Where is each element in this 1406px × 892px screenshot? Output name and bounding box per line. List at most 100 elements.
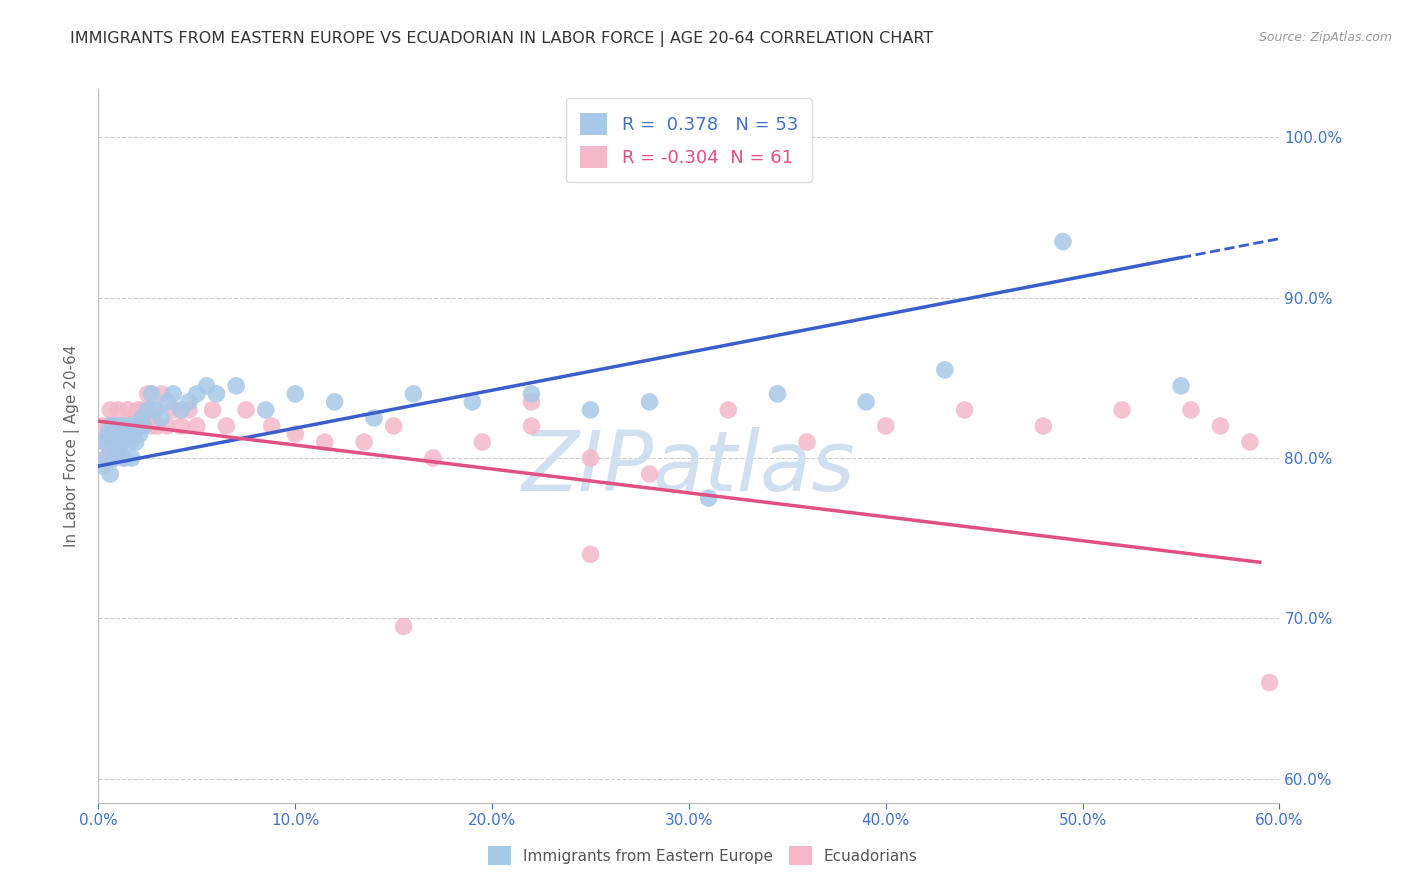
Point [717, 403, 740, 417]
Point [101, 435, 124, 450]
Point [162, 403, 184, 417]
Legend: R =  0.378   N = 53, R = -0.304  N = 61: R = 0.378 N = 53, R = -0.304 N = 61 [565, 98, 813, 182]
Point [766, 387, 789, 401]
Point [103, 450, 125, 465]
Point [132, 411, 155, 425]
Point [195, 379, 218, 393]
Point [353, 435, 375, 450]
Point [855, 395, 877, 409]
Point [156, 419, 179, 434]
Legend: Immigrants from Eastern Europe, Ecuadorians: Immigrants from Eastern Europe, Ecuadori… [482, 840, 924, 871]
Text: Source: ZipAtlas.com: Source: ZipAtlas.com [1258, 31, 1392, 45]
Point [796, 435, 818, 450]
Point [125, 419, 148, 434]
Point [579, 547, 602, 561]
Point [122, 427, 145, 442]
Point [96, 450, 118, 465]
Point [579, 450, 602, 465]
Point [117, 419, 139, 434]
Point [461, 395, 484, 409]
Point [1180, 403, 1202, 417]
Point [118, 419, 141, 434]
Point [225, 379, 247, 393]
Point [111, 419, 134, 434]
Point [471, 435, 494, 450]
Point [128, 427, 150, 442]
Point [422, 450, 444, 465]
Point [215, 419, 238, 434]
Point [107, 419, 129, 434]
Point [934, 363, 956, 377]
Point [638, 395, 661, 409]
Point [96, 450, 118, 465]
Point [150, 387, 173, 401]
Point [392, 619, 415, 633]
Point [125, 435, 148, 450]
Point [363, 411, 385, 425]
Point [150, 411, 173, 425]
Point [205, 387, 228, 401]
Point [108, 419, 131, 434]
Point [105, 427, 128, 442]
Point [98, 467, 121, 481]
Point [103, 450, 125, 465]
Point [141, 419, 163, 434]
Text: IMMIGRANTS FROM EASTERN EUROPE VS ECUADORIAN IN LABOR FORCE | AGE 20-64 CORRELAT: IMMIGRANTS FROM EASTERN EUROPE VS ECUADO… [70, 31, 934, 47]
Point [402, 387, 425, 401]
Point [97, 419, 120, 434]
Point [91, 458, 114, 473]
Point [107, 442, 129, 457]
Point [1170, 379, 1192, 393]
Point [953, 403, 976, 417]
Point [108, 435, 131, 450]
Point [284, 427, 307, 442]
Point [122, 419, 145, 434]
Point [201, 403, 224, 417]
Point [127, 403, 149, 417]
Point [382, 419, 405, 434]
Point [115, 427, 138, 442]
Point [132, 419, 155, 434]
Point [177, 395, 200, 409]
Point [170, 419, 193, 434]
Point [91, 419, 114, 434]
Point [170, 403, 193, 417]
Point [98, 403, 121, 417]
Point [260, 419, 283, 434]
Point [121, 450, 143, 465]
Point [314, 435, 336, 450]
Point [141, 387, 163, 401]
Y-axis label: In Labor Force | Age 20-64: In Labor Force | Age 20-64 [63, 345, 80, 547]
Point [1052, 235, 1074, 249]
Point [186, 419, 208, 434]
Point [127, 419, 149, 434]
Point [145, 403, 167, 417]
Point [107, 403, 129, 417]
Point [254, 403, 277, 417]
Point [105, 435, 128, 450]
Point [131, 403, 153, 417]
Point [1209, 419, 1232, 434]
Point [156, 395, 179, 409]
Point [235, 403, 257, 417]
Point [136, 387, 159, 401]
Point [136, 403, 159, 417]
Point [121, 411, 143, 425]
Point [186, 387, 208, 401]
Point [115, 419, 138, 434]
Point [177, 403, 200, 417]
Point [97, 427, 120, 442]
Point [579, 403, 602, 417]
Point [875, 419, 897, 434]
Point [111, 419, 134, 434]
Point [323, 395, 346, 409]
Point [1239, 435, 1261, 450]
Point [117, 403, 139, 417]
Point [101, 435, 124, 450]
Point [638, 467, 661, 481]
Point [97, 427, 120, 442]
Point [131, 411, 153, 425]
Point [118, 435, 141, 450]
Point [284, 387, 307, 401]
Point [98, 419, 121, 434]
